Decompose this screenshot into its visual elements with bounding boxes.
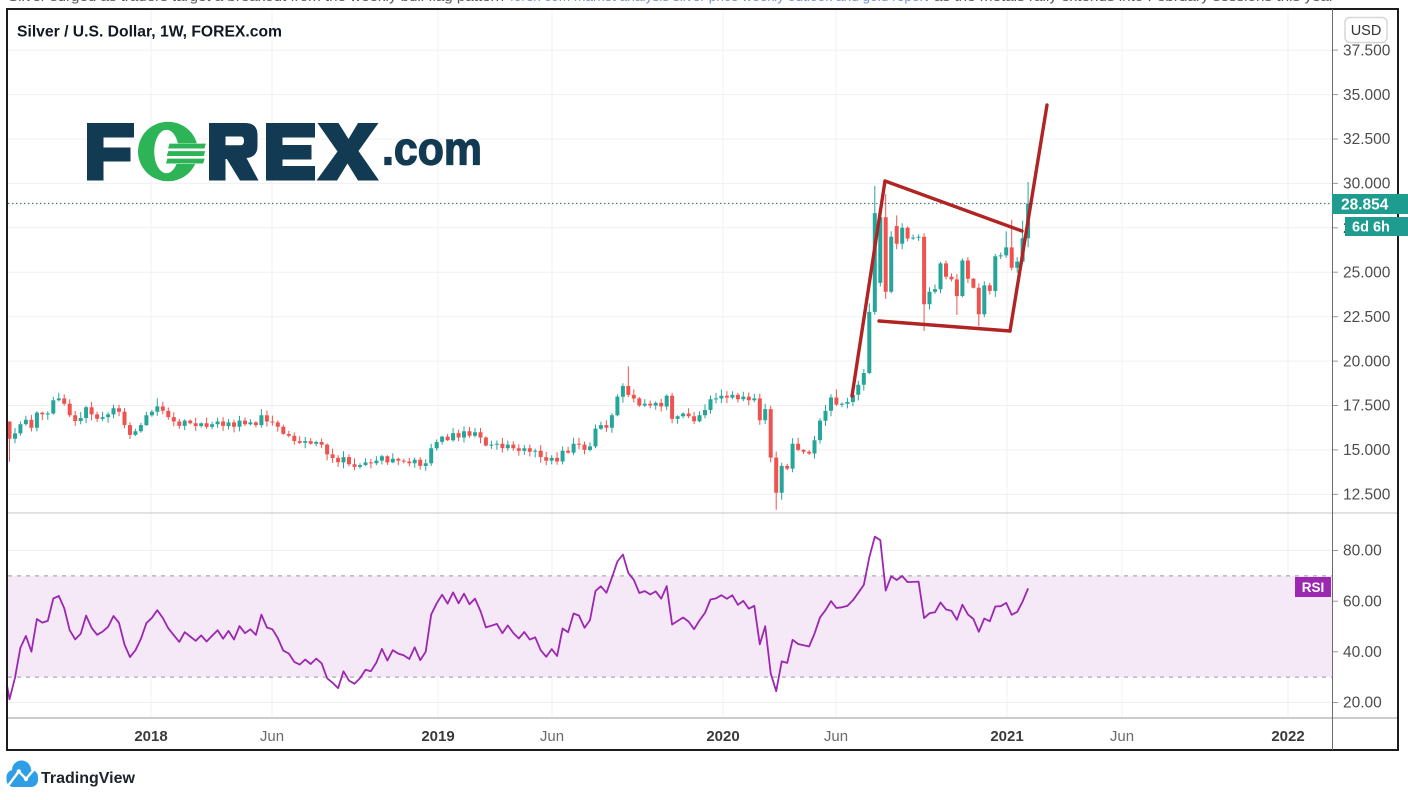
svg-text:2021: 2021 [990,728,1023,745]
svg-text:20.00: 20.00 [1343,695,1382,712]
svg-text:80.00: 80.00 [1343,543,1382,560]
svg-text:37.500: 37.500 [1343,42,1391,59]
svg-text:17.500: 17.500 [1343,398,1391,415]
svg-text:2019: 2019 [421,728,454,745]
svg-text:Jun: Jun [260,728,284,745]
svg-text:28.854: 28.854 [1341,197,1389,214]
svg-text:2018: 2018 [134,728,167,745]
svg-text:6d 6h: 6d 6h [1352,220,1390,236]
svg-text:as the metals rally extends in: as the metals rally extends into Februar… [934,0,1335,4]
svg-text:15.000: 15.000 [1343,442,1391,459]
svg-text:20.000: 20.000 [1343,353,1391,370]
svg-text:Silver / U.S. Dollar, 1W, FORE: Silver / U.S. Dollar, 1W, FOREX.com [17,23,282,40]
svg-text:2022: 2022 [1271,728,1304,745]
svg-text:forex com market analysis silv: forex com market analysis silver price w… [510,0,928,4]
svg-text:Silver surged as traders targe: Silver surged as traders target a breako… [8,0,504,4]
svg-text:Jun: Jun [1110,728,1134,745]
svg-text:Jun: Jun [540,728,564,745]
svg-text:22.500: 22.500 [1343,309,1391,326]
svg-text:32.500: 32.500 [1343,131,1391,148]
svg-text:35.000: 35.000 [1343,87,1391,104]
svg-text:2020: 2020 [706,728,739,745]
svg-text:30.000: 30.000 [1343,176,1391,193]
svg-text:60.00: 60.00 [1343,593,1382,610]
svg-text:USD: USD [1351,23,1382,39]
svg-text:40.00: 40.00 [1343,644,1382,661]
svg-text:Jun: Jun [824,728,848,745]
svg-text:RSI: RSI [1302,580,1325,595]
svg-text:12.500: 12.500 [1343,487,1391,504]
svg-text:.com: .com [382,123,482,175]
svg-text:25.000: 25.000 [1343,264,1391,281]
svg-text:TradingView: TradingView [41,770,136,787]
